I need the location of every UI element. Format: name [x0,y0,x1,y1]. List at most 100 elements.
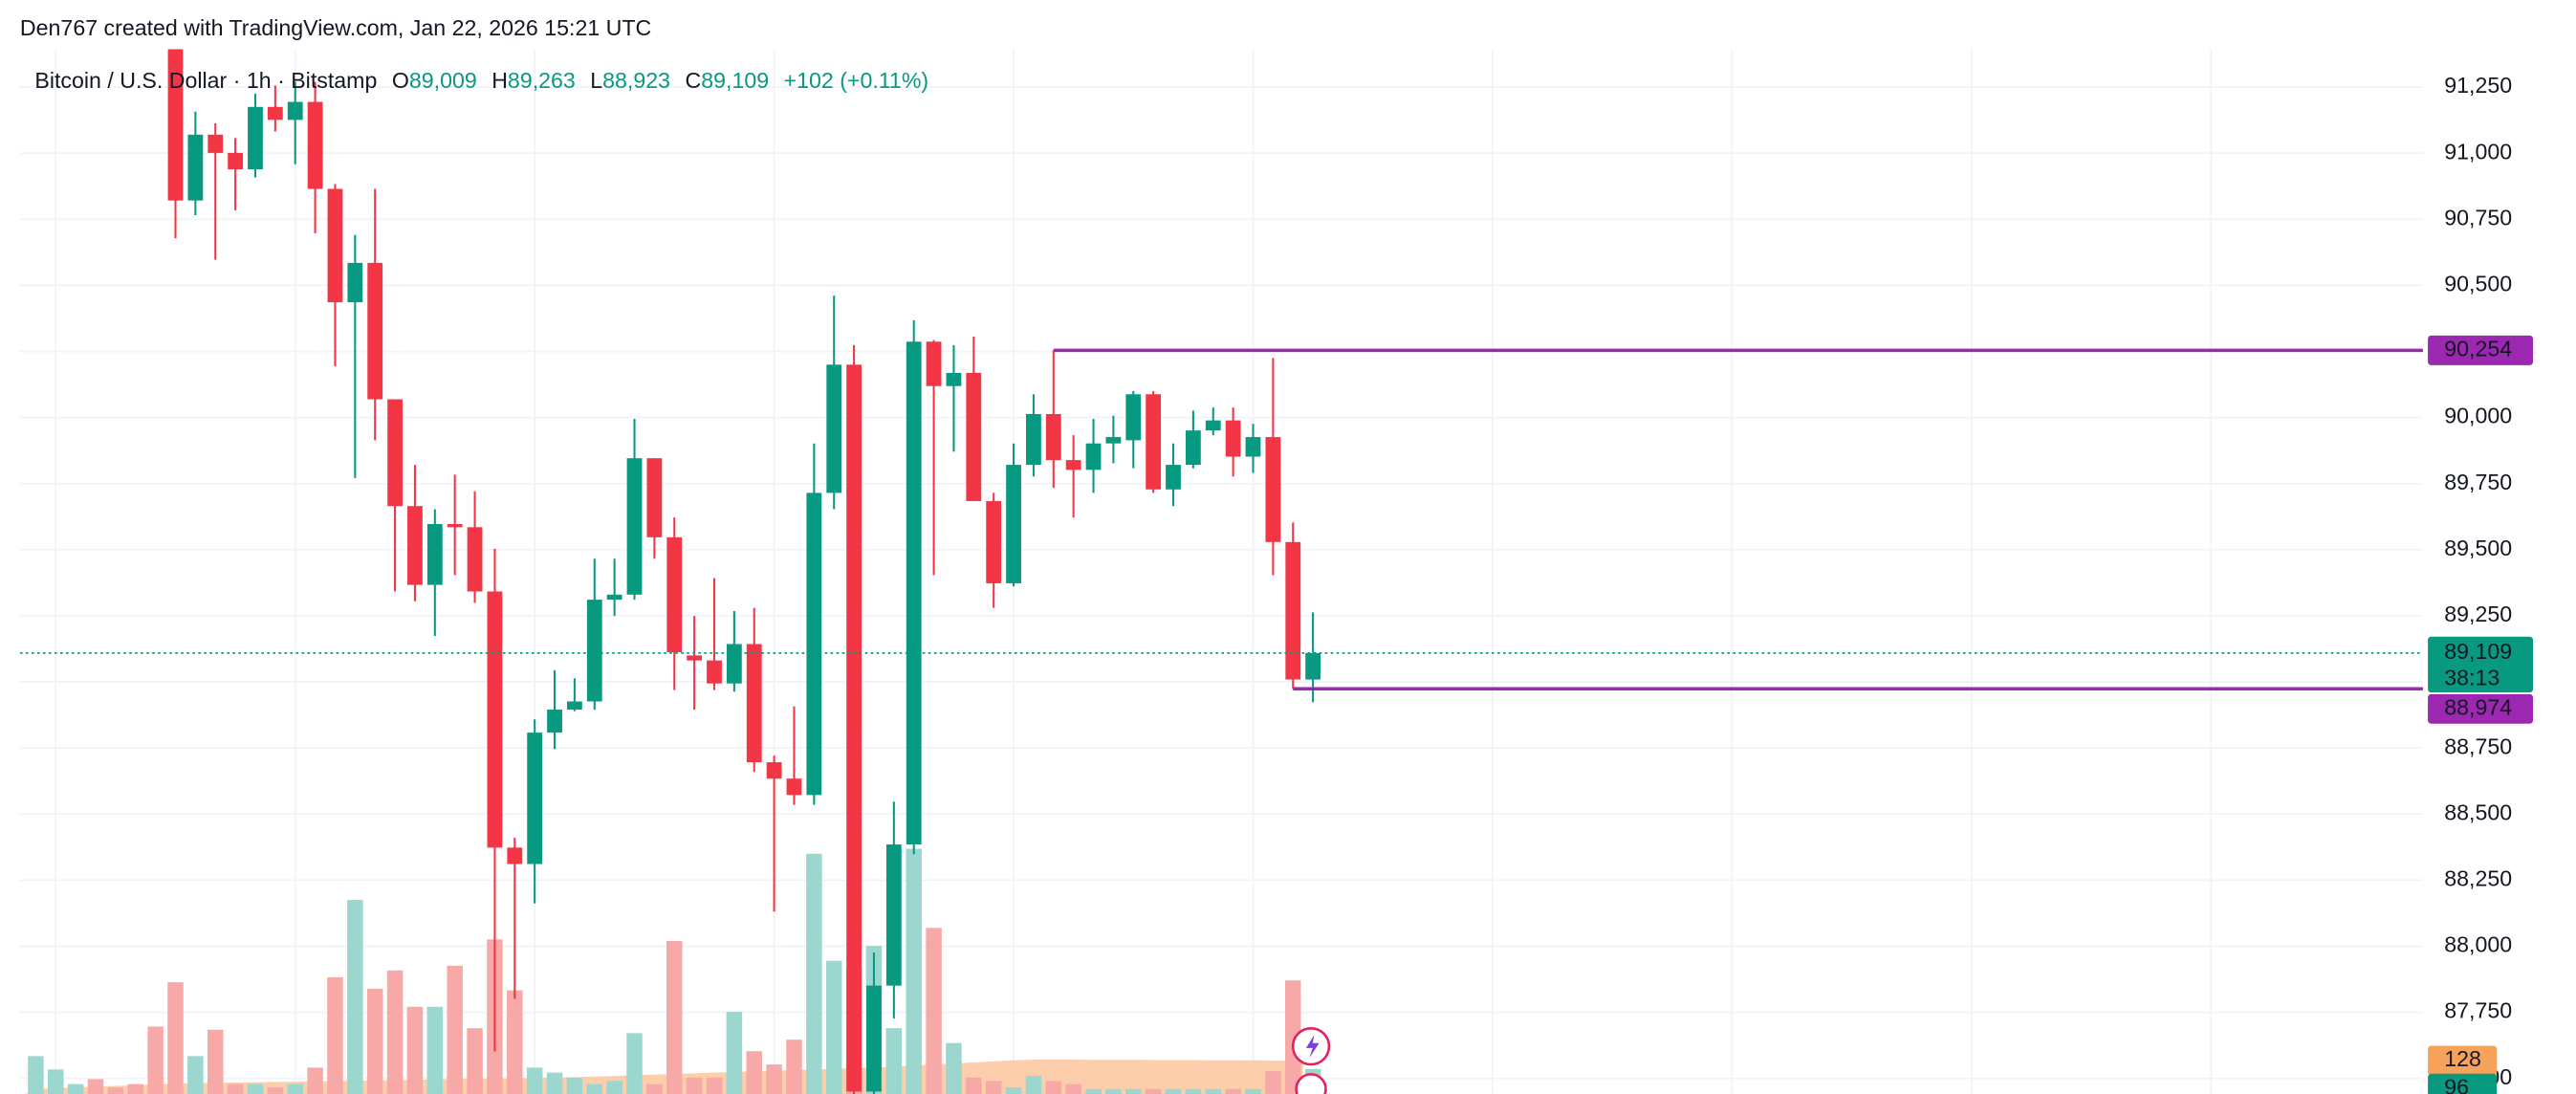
y-tick-label: 89,750 [2444,470,2512,494]
volume-bar [546,1072,563,1094]
candle-body [1026,414,1041,466]
legend-key: O [392,68,409,93]
candle-body [527,733,543,864]
candle-body [726,644,742,684]
candle-body [447,524,463,528]
candle-body [1205,420,1221,431]
legend-key: L [590,68,602,93]
volume-bar [1284,980,1301,1094]
candle-body [946,372,962,386]
volume-bar [1265,1070,1281,1094]
candle-body [167,49,184,201]
countdown-label: 38:13 [2444,666,2500,690]
volume-bar [1165,1088,1182,1094]
volume-bar [726,1011,743,1094]
volume-bar [386,970,404,1094]
candle-body [426,524,443,585]
volume-bar [1045,1081,1062,1094]
candle-body [606,594,622,601]
volume-bar [1225,1088,1241,1094]
candle-body [248,106,263,170]
legend-value: 89,263 [508,68,576,93]
volume-bar [1205,1088,1222,1094]
event-icon-glyph [1305,1035,1320,1059]
volume-bar [1145,1088,1162,1094]
volume-bar [87,1079,104,1094]
legend-value: 89,009 [409,68,477,93]
candle-body [387,399,403,507]
candle-body [1265,437,1281,542]
candle-body [347,262,363,303]
volume-bar [1065,1083,1081,1094]
volume-bar [746,1051,762,1094]
plot-area [19,49,2423,1094]
candle-body [746,644,762,763]
volume-bar [447,965,463,1094]
volume-bar [526,1067,543,1094]
candle-body [567,701,582,711]
volume-bar [426,1006,444,1094]
last-price-label: 89,109 [2444,639,2512,664]
volume-bar [67,1083,84,1094]
volume-bar [806,853,822,1094]
candle-body [327,188,343,303]
candle-body [1245,437,1261,457]
legend-value: 88,923 [602,68,670,93]
volume-bar [906,848,922,1094]
y-tick-label: 90,750 [2444,205,2512,230]
volume-box [2428,1073,2498,1094]
volume-bar [606,1081,622,1094]
candle-body [1146,394,1162,490]
volume-bar [985,1081,1002,1094]
y-tick-label: 91,250 [2444,73,2512,98]
volume-bar [167,982,184,1094]
candle-body [1285,541,1301,680]
candle-body [507,847,523,864]
level-label: 88,974 [2444,694,2512,719]
volume-bar [1085,1088,1102,1094]
candle-body [666,536,683,653]
volume-ma-label: 128 [2444,1046,2481,1071]
volume-bar [946,1042,962,1094]
level-box [2428,693,2534,724]
volume-bar [327,976,343,1094]
candle-body [885,844,902,986]
level-box [2428,335,2534,365]
volume-bar [706,1077,723,1094]
candle-body [1305,652,1321,680]
candle-body [806,492,822,796]
candle-body [267,106,283,120]
volume-bar [586,1083,603,1094]
volume-bar [786,1039,802,1094]
candle-body [786,778,802,796]
candle-body [207,134,224,153]
level-label: 90,254 [2444,337,2512,361]
volume-bar [287,1083,303,1094]
candle-body [707,660,722,684]
volume-bar [28,1056,44,1094]
y-tick-label: 88,500 [2444,799,2512,824]
candle-body [687,655,703,661]
volume-bar [1125,1088,1142,1094]
candle-body [307,101,323,189]
candle-body [367,262,383,400]
legend: Bitcoin / U.S. Dollar · 1h · Bitstamp O89… [34,68,928,93]
volume-bar [267,1087,284,1094]
attribution: Den767 created with TradingView.com, Jan… [20,15,651,40]
y-tick-label: 89,500 [2444,536,2512,560]
y-tick-label: 88,250 [2444,865,2512,890]
volume-bar [1185,1088,1202,1094]
volume-bar [507,990,523,1094]
candle-body [626,458,643,595]
candle-body [826,364,842,493]
candle-body [1006,465,1021,583]
volume-bar [1245,1088,1261,1094]
candle-body [766,762,782,779]
candle-body [547,710,562,733]
volume-bar [1025,1076,1042,1094]
legend-symbol: Bitcoin / U.S. Dollar · 1h · Bitstamp [34,68,377,93]
event-icon[interactable] [1295,1073,1327,1094]
candle-body [187,134,204,201]
